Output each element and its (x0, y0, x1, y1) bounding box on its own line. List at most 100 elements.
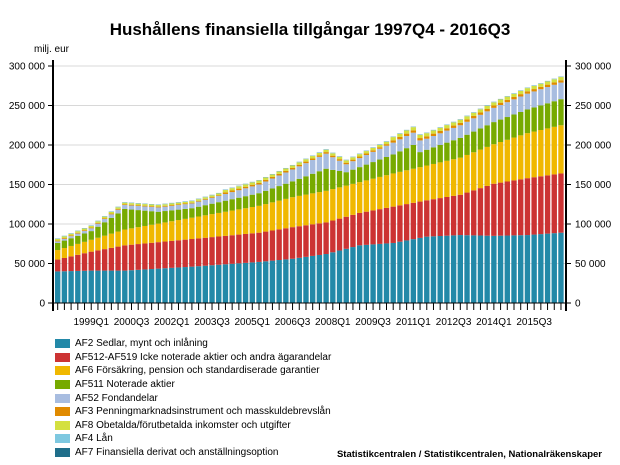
bar-segment (169, 210, 175, 222)
bar-segment (81, 241, 88, 254)
bar-segment (491, 107, 497, 123)
bar-segment (289, 181, 296, 198)
bar-segment (531, 91, 537, 108)
bar-segment (263, 190, 269, 205)
bar-segment (128, 204, 135, 206)
bar-segment (323, 153, 329, 169)
bar-segment (169, 267, 175, 303)
bar-segment (61, 237, 68, 239)
bar-segment (95, 222, 101, 224)
bar-segment (518, 90, 524, 95)
bar-segment (544, 81, 551, 85)
y-tick-label-right: 300 000 (575, 62, 612, 73)
bar-segment (202, 197, 208, 199)
bar-segment (128, 270, 135, 303)
bar-segment (410, 202, 417, 240)
legend-item: AF6 Försäkring, pension och standardiser… (55, 364, 331, 378)
y-tick-label-right: 0 (575, 299, 581, 310)
bar-segment (263, 231, 269, 262)
bar-segment (108, 233, 115, 248)
bar-segment (410, 127, 417, 131)
bar-segment (101, 216, 108, 219)
bar-segment (390, 142, 396, 155)
bar-segment (336, 187, 343, 219)
bar-segment (403, 130, 410, 134)
bar-segment (175, 240, 182, 268)
bar-segment (410, 168, 417, 203)
bar-segment (350, 183, 356, 215)
x-tick-label: 2006Q3 (275, 317, 311, 328)
bar-segment (142, 205, 148, 207)
bar-segment (115, 231, 121, 247)
bar-segment (471, 152, 477, 191)
bar-segment (471, 112, 477, 116)
bar-segment (310, 158, 316, 161)
bar-segment (524, 235, 531, 303)
bar-segment (383, 243, 390, 303)
bar-segment (68, 236, 74, 239)
bar-segment (370, 178, 376, 211)
bar-segment (182, 201, 188, 204)
bar-segment (276, 173, 282, 176)
bar-segment (276, 175, 282, 187)
bar-segment (202, 215, 208, 238)
bar-segment (242, 233, 249, 263)
bar-segment (296, 226, 302, 258)
bar-segment (122, 229, 128, 246)
bar-segment (229, 188, 235, 191)
legend-item: AF8 Obetalda/förutbetalda inkomster och … (55, 419, 331, 433)
bar-segment (558, 82, 564, 100)
x-tick-label: 2003Q3 (194, 317, 230, 328)
bar-segment (256, 184, 262, 194)
bar-segment (276, 186, 282, 201)
x-tick-label: 2002Q1 (154, 317, 190, 328)
bar-segment (343, 160, 349, 163)
bar-segment (484, 105, 490, 109)
bar-segment (430, 130, 437, 134)
bar-segment (491, 144, 497, 184)
bar-segment (310, 224, 316, 256)
bar-segment (511, 137, 517, 181)
bar-segment (283, 183, 289, 199)
bar-segment (531, 89, 537, 92)
bar-segment (283, 172, 289, 184)
bar-segment (504, 96, 510, 100)
bar-segment (310, 193, 316, 225)
bar-segment (310, 255, 316, 303)
bar-segment (68, 256, 74, 272)
bar-segment (148, 204, 155, 207)
bar-segment (323, 254, 329, 303)
x-tick-label: 2015Q3 (516, 317, 552, 328)
bar-segment (551, 84, 557, 102)
bar-segment (155, 206, 162, 208)
bar-segment (256, 180, 262, 183)
bar-segment (222, 235, 229, 265)
legend-swatch (55, 380, 70, 390)
bar-segment (403, 204, 410, 241)
bar-segment (558, 173, 564, 233)
bar-segment (81, 233, 88, 242)
bar-segment (410, 145, 417, 169)
bar-segment (471, 118, 477, 132)
bar-segment (558, 232, 564, 303)
bar-segment (229, 210, 235, 236)
bar-segment (350, 247, 356, 303)
bar-segment (464, 119, 470, 122)
bar-segment (303, 159, 309, 162)
bar-segment (222, 192, 229, 194)
bar-segment (464, 192, 470, 236)
bar-segment (169, 203, 175, 206)
y-tick-label-right: 200 000 (575, 141, 612, 152)
bar-segment (162, 205, 168, 207)
bar-segment (162, 222, 168, 242)
bar-segment (283, 228, 289, 260)
bar-segment (169, 221, 175, 241)
bar-segment (182, 203, 188, 205)
bar-segment (356, 156, 363, 159)
bar-segment (518, 94, 524, 97)
bar-segment (511, 93, 517, 97)
bar-segment (81, 228, 88, 231)
bar-segment (544, 103, 551, 129)
bar-segment (464, 121, 470, 135)
legend-label: AF52 Fondandelar (75, 392, 158, 404)
